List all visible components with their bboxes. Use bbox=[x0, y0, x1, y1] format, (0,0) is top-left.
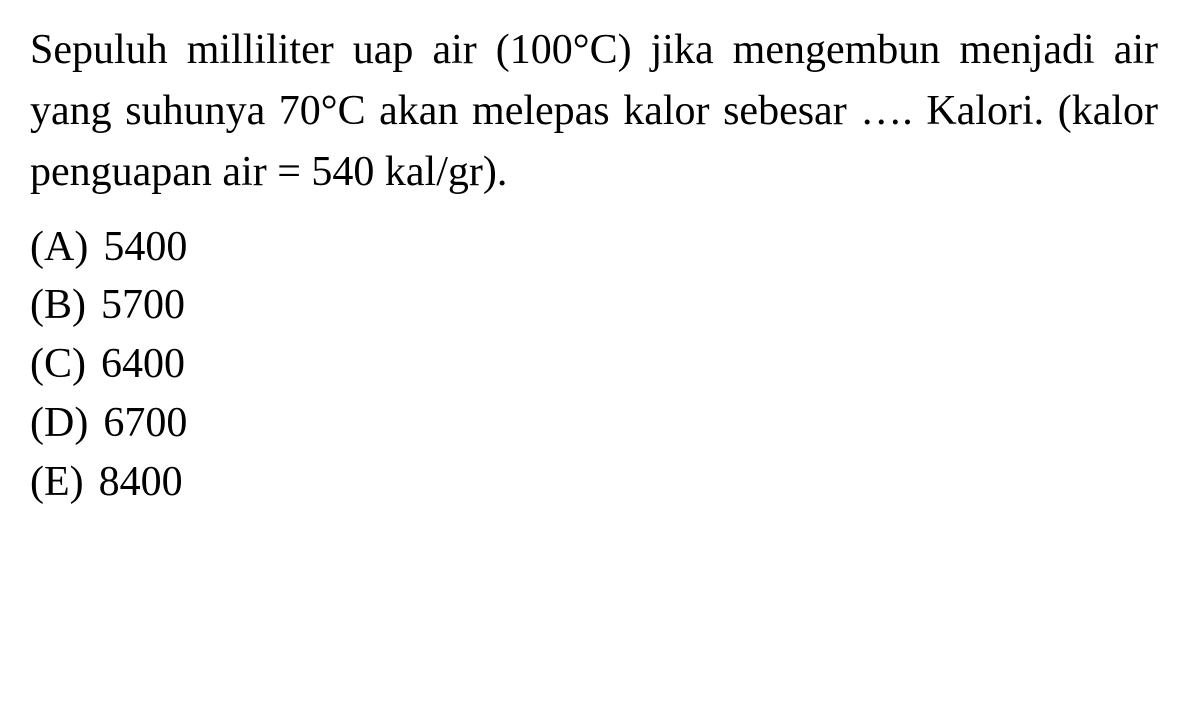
question-text: Sepuluh milliliter uap air (100°C) jika … bbox=[30, 20, 1158, 203]
option-e: (E) 8400 bbox=[30, 453, 1158, 512]
option-c: (C) 6400 bbox=[30, 335, 1158, 394]
option-d: (D) 6700 bbox=[30, 394, 1158, 453]
option-label: (A) bbox=[30, 218, 88, 277]
option-label: (C) bbox=[30, 335, 86, 394]
option-value: 5400 bbox=[103, 218, 187, 277]
option-value: 8400 bbox=[99, 453, 183, 512]
options-container: (A) 5400 (B) 5700 (C) 6400 (D) 6700 (E) … bbox=[30, 218, 1158, 512]
option-value: 5700 bbox=[101, 276, 185, 335]
question-container: Sepuluh milliliter uap air (100°C) jika … bbox=[30, 20, 1158, 512]
option-b: (B) 5700 bbox=[30, 276, 1158, 335]
option-label: (E) bbox=[30, 453, 84, 512]
option-label: (D) bbox=[30, 394, 88, 453]
option-value: 6400 bbox=[101, 335, 185, 394]
option-a: (A) 5400 bbox=[30, 218, 1158, 277]
option-value: 6700 bbox=[103, 394, 187, 453]
option-label: (B) bbox=[30, 276, 86, 335]
